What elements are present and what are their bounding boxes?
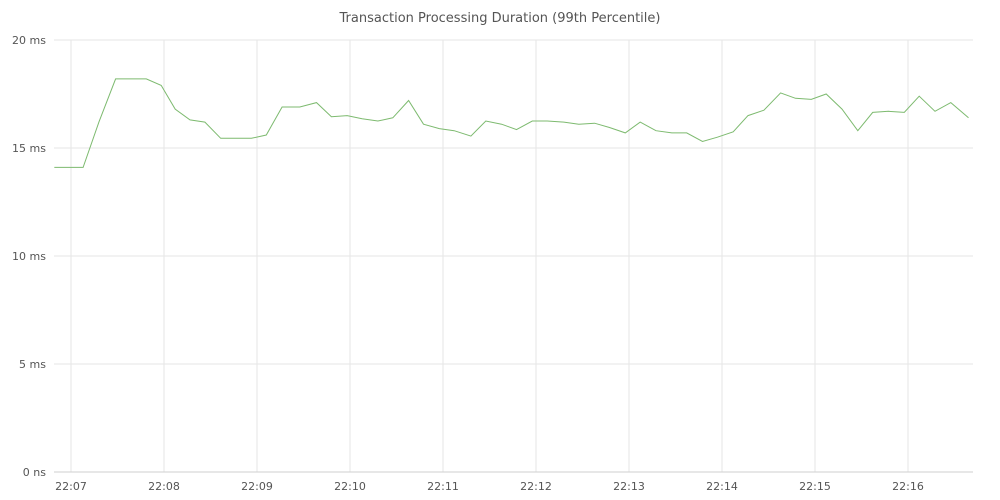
x-tick-label: 22:07 bbox=[55, 480, 87, 493]
y-tick-label: 5 ms bbox=[19, 358, 46, 371]
chart-title: Transaction Processing Duration (99th Pe… bbox=[339, 11, 661, 26]
x-tick-label: 22:14 bbox=[706, 480, 738, 493]
series-layer bbox=[54, 78, 969, 168]
tick-labels: 0 ns 5 ms 10 ms 15 ms 20 ms 22:07 22:08 22:09 22… bbox=[12, 34, 924, 493]
y-tick-label: 0 ns bbox=[23, 466, 46, 479]
x-tick-label: 22:08 bbox=[148, 480, 180, 493]
x-tick-label: 22:10 bbox=[334, 480, 366, 493]
y-tick-label: 20 ms bbox=[12, 34, 46, 47]
grid-lines bbox=[54, 39, 973, 472]
x-tick-label: 22:11 bbox=[427, 480, 459, 493]
x-tick-label: 22:09 bbox=[241, 480, 273, 493]
x-tick-label: 22:15 bbox=[799, 480, 831, 493]
x-tick-label: 22:13 bbox=[613, 480, 645, 493]
x-tick-label: 22:16 bbox=[892, 480, 924, 493]
y-tick-label: 10 ms bbox=[12, 250, 46, 263]
x-tick-label: 22:12 bbox=[520, 480, 552, 493]
series-line bbox=[54, 78, 969, 168]
y-tick-label: 15 ms bbox=[12, 142, 46, 155]
